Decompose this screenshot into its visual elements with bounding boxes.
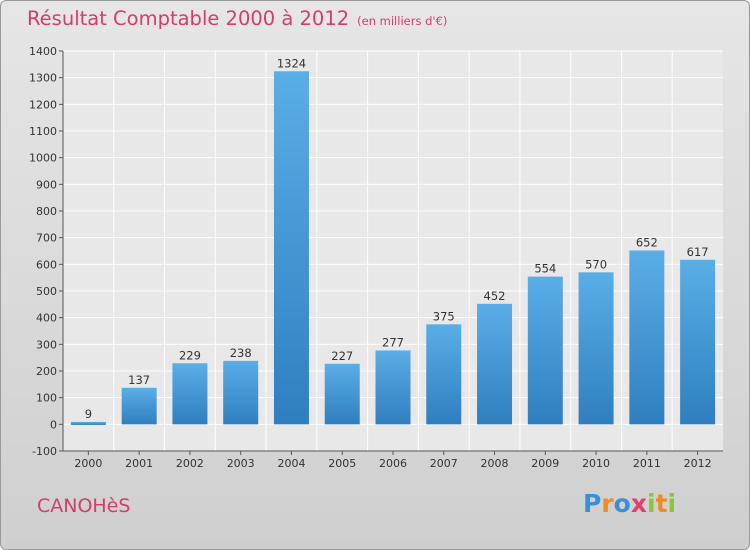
chart-title: Résultat Comptable 2000 à 2012 (27, 7, 350, 30)
x-tick-label-2010: 2010 (582, 457, 610, 470)
y-tick-label: 1400 (29, 45, 57, 58)
data-label-2011: 652 (636, 235, 658, 249)
data-label-2012: 617 (687, 245, 709, 259)
x-tick-label-2003: 2003 (227, 457, 255, 470)
bar-2004 (273, 71, 309, 425)
x-tick-label-2005: 2005 (328, 457, 356, 470)
bar-2000 (70, 421, 106, 425)
x-tick-label-2001: 2001 (125, 457, 153, 470)
data-label-2008: 452 (484, 289, 506, 303)
proxiti-logo: Proxiti (583, 489, 676, 518)
bar-2008 (477, 303, 513, 425)
bar-2002 (172, 363, 208, 425)
data-label-2007: 375 (433, 309, 455, 323)
logo-letter: P (583, 489, 602, 518)
data-label-2003: 238 (230, 346, 252, 360)
bar-2007 (426, 324, 462, 425)
bar-2011 (629, 250, 665, 425)
logo-letter: x (630, 489, 647, 518)
logo-letter: i (667, 489, 677, 518)
data-label-2004: 1324 (277, 56, 306, 70)
x-tick-label-2011: 2011 (633, 457, 661, 470)
bar-2003 (223, 360, 259, 425)
bar-2010 (578, 272, 614, 425)
data-label-2000: 9 (85, 407, 92, 421)
y-tick-label: -100 (32, 445, 57, 458)
bar-2009 (527, 276, 563, 425)
chart-subtitle: (en milliers d'€) (357, 14, 448, 28)
y-tick-label: 600 (36, 258, 57, 271)
data-label-2009: 554 (534, 262, 556, 276)
logo-letter: i (647, 489, 656, 518)
bar-2006 (375, 350, 411, 425)
x-tick-label-2012: 2012 (684, 457, 712, 470)
commune-name: CANOHèS (37, 495, 131, 517)
x-tick-label-2004: 2004 (277, 457, 305, 470)
y-tick-label: 700 (36, 232, 57, 245)
x-tick-label-2000: 2000 (74, 457, 102, 470)
x-tick-label-2009: 2009 (531, 457, 559, 470)
data-label-2006: 277 (382, 335, 404, 349)
y-tick-label: 200 (36, 365, 57, 378)
y-tick-label: 400 (36, 312, 57, 325)
title-row: Résultat Comptable 2000 à 2012 (en millie… (27, 7, 447, 30)
logo-letter: r (601, 489, 614, 518)
y-tick-label: 300 (36, 338, 57, 351)
logo-letter: t (655, 489, 668, 518)
y-tick-label: 800 (36, 205, 57, 218)
bar-2005 (324, 363, 360, 425)
x-tick-label-2007: 2007 (430, 457, 458, 470)
y-tick-label: 500 (36, 285, 57, 298)
x-tick-label-2006: 2006 (379, 457, 407, 470)
x-tick-label-2002: 2002 (176, 457, 204, 470)
x-tick-label-2008: 2008 (481, 457, 509, 470)
data-label-2010: 570 (585, 257, 607, 271)
y-tick-label: 1200 (29, 98, 57, 111)
y-tick-label: 1300 (29, 72, 57, 85)
logo-letter: o (613, 489, 631, 518)
data-label-2001: 137 (128, 373, 150, 387)
y-tick-label: 1100 (29, 125, 57, 138)
bar-2012 (680, 259, 716, 425)
y-tick-label: 900 (36, 178, 57, 191)
y-tick-label: 100 (36, 392, 57, 405)
y-tick-label: 0 (50, 418, 57, 431)
bar-2001 (121, 387, 157, 425)
data-label-2002: 229 (179, 348, 201, 362)
data-label-2005: 227 (331, 349, 353, 363)
y-tick-label: 1000 (29, 152, 57, 165)
